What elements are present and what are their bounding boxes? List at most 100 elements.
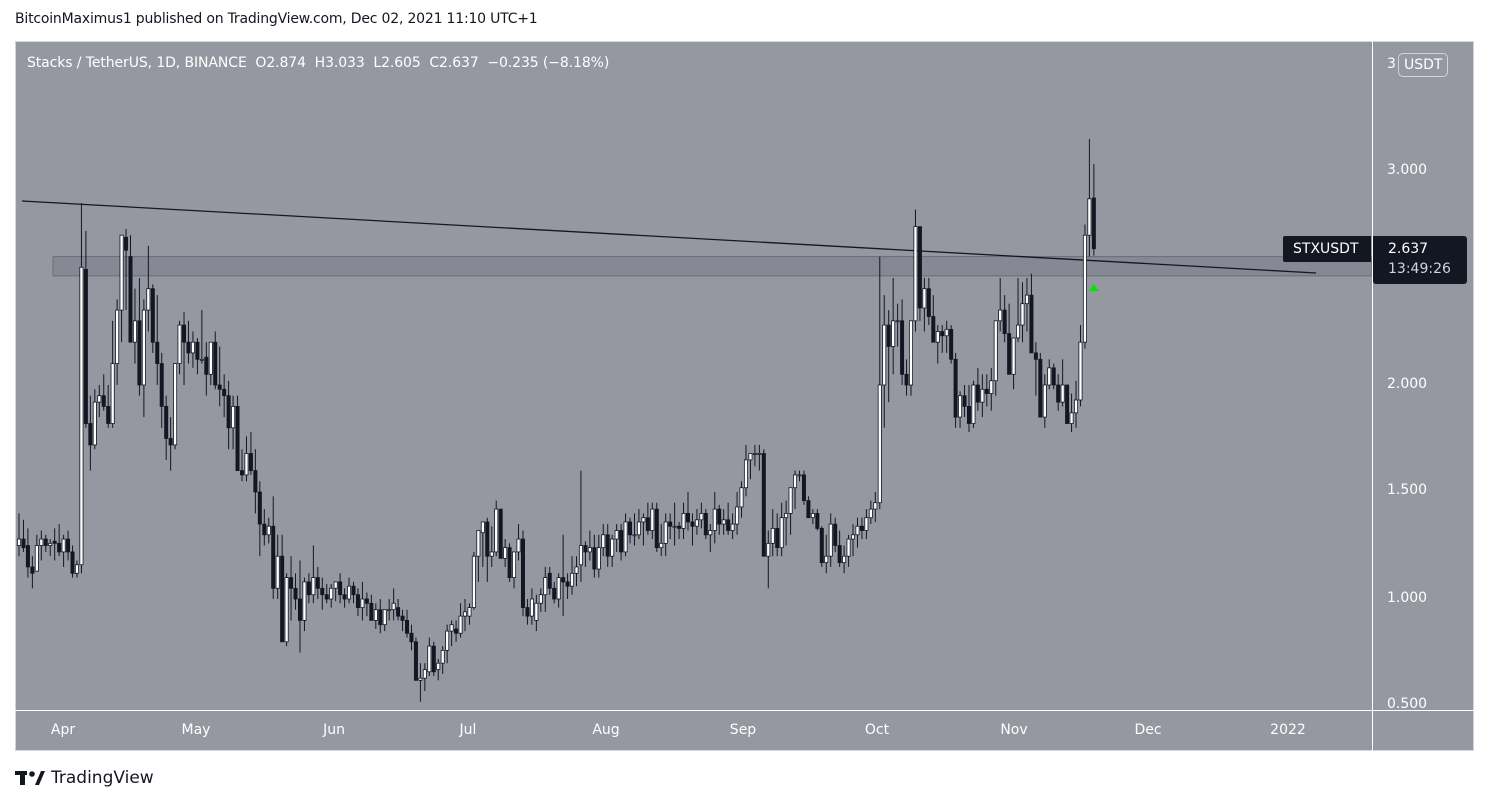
candle-body	[619, 530, 624, 553]
candle-body	[1082, 234, 1087, 343]
candle-body	[909, 320, 914, 386]
candle-body	[534, 602, 539, 621]
candle-body	[369, 602, 374, 621]
candle-body	[1078, 341, 1083, 401]
candlestick-chart[interactable]	[15, 41, 1372, 710]
symbol-title[interactable]: Stacks / TetherUS, 1D, BINANCE	[27, 55, 247, 71]
candle-body	[690, 521, 695, 527]
time-tick: May	[181, 722, 211, 738]
candle-body	[79, 266, 84, 566]
candle-body	[342, 594, 347, 600]
candle-body	[958, 395, 963, 418]
candle-body	[770, 527, 775, 544]
candle-body	[855, 525, 860, 536]
candle-body	[810, 512, 815, 519]
candle-body	[235, 405, 240, 471]
candle-body	[610, 538, 615, 557]
price-tick: 0.500	[1387, 696, 1428, 712]
candle-body	[43, 538, 48, 546]
candle-body	[735, 506, 740, 525]
candle-body	[1047, 367, 1052, 386]
candle-body	[355, 594, 360, 608]
candle-body	[275, 555, 280, 589]
candle-body	[953, 358, 958, 418]
candle-body	[503, 547, 508, 559]
brand-name: TradingView	[51, 768, 154, 788]
candle-body	[525, 607, 530, 617]
candle-body	[445, 630, 450, 651]
candle-body	[302, 581, 307, 621]
candle-body	[819, 527, 824, 564]
close-value: 2.637	[439, 55, 479, 71]
candle-body	[993, 320, 998, 382]
candle-body	[931, 316, 936, 343]
candle-body	[1056, 384, 1061, 403]
candle-body	[1087, 198, 1092, 236]
candle-body	[132, 320, 137, 343]
candle-body	[895, 320, 900, 323]
candle-body	[659, 542, 664, 549]
candle-body	[124, 236, 129, 251]
candle-body	[882, 324, 887, 386]
candle-body	[177, 324, 182, 364]
candle-body	[686, 512, 691, 523]
candle-body	[837, 545, 842, 564]
candle-body	[467, 607, 472, 617]
candle-body	[677, 525, 682, 529]
candle-body	[449, 624, 454, 632]
tradingview-brand[interactable]: TradingView	[15, 768, 154, 788]
time-tick: Apr	[50, 722, 76, 738]
candle-body	[119, 234, 124, 311]
candle-body	[101, 395, 106, 407]
candle-body	[382, 609, 387, 626]
chart-pane[interactable]	[15, 41, 1474, 751]
high-value: 3.033	[325, 55, 365, 71]
candle-body	[39, 538, 44, 546]
candle-body	[828, 523, 833, 557]
currency-button[interactable]: USDT	[1398, 53, 1449, 77]
candle-body	[917, 226, 922, 309]
candle-body	[1091, 197, 1096, 250]
candle-body	[570, 572, 575, 587]
candle-body	[266, 525, 271, 536]
change-value: −0.235 (−8.18%)	[487, 55, 610, 71]
candle-body	[788, 487, 793, 514]
candle-body	[801, 474, 806, 501]
candle-body	[944, 328, 949, 337]
candle-body	[226, 395, 231, 429]
candle-body	[409, 632, 414, 643]
candle-body	[891, 320, 896, 347]
candle-body	[329, 587, 334, 600]
candle-body	[115, 309, 120, 365]
candle-body	[708, 530, 713, 536]
candle-body	[280, 555, 285, 643]
candle-body	[1060, 384, 1065, 403]
candle-body	[966, 405, 971, 424]
candle-body	[333, 581, 338, 589]
candle-body	[173, 363, 178, 446]
price-tick: 3.000	[1387, 162, 1428, 178]
candle-body	[516, 538, 521, 553]
candle-body	[538, 594, 543, 604]
candle-body	[387, 609, 392, 612]
candle-body	[436, 662, 441, 671]
candle-body	[793, 474, 798, 489]
candle-body	[721, 519, 726, 525]
candle-body	[400, 615, 405, 621]
candle-body	[636, 521, 641, 536]
candle-body	[476, 530, 481, 557]
candle-body	[645, 517, 650, 531]
candle-body	[324, 594, 329, 600]
candle-body	[110, 363, 115, 424]
candle-body	[239, 470, 244, 476]
candle-body	[873, 502, 878, 510]
candle-body	[293, 587, 298, 600]
candle-body	[213, 341, 218, 386]
candle-body	[998, 309, 1003, 322]
candle-body	[422, 669, 427, 679]
candle-body	[311, 577, 316, 596]
candle-body	[1002, 309, 1007, 335]
candle-body	[824, 555, 829, 564]
candle-body	[989, 380, 994, 394]
candle-body	[440, 649, 445, 664]
